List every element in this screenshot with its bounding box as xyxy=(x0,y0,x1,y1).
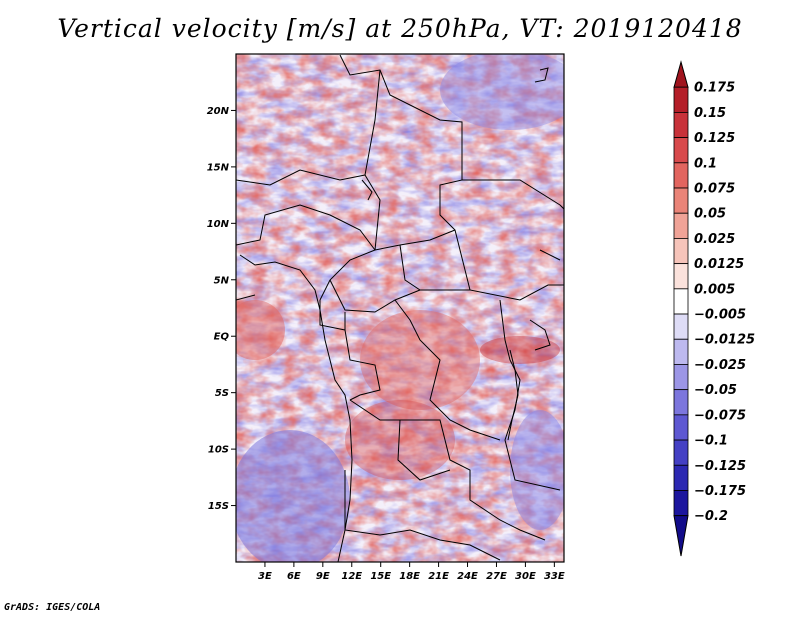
colorbar-swatch xyxy=(673,86,689,113)
latitude-axis: 20N 15N 10N 5N EQ 5S 10S 15S xyxy=(207,106,236,512)
lat-tick-label: 5S xyxy=(215,388,229,399)
colorbar-swatch xyxy=(673,364,689,391)
lat-tick-label: 20N xyxy=(207,106,230,117)
lon-tick-label: 27E xyxy=(486,571,507,582)
colorbar-label: −0.125 xyxy=(694,459,746,474)
colorbar-label: −0.025 xyxy=(694,358,746,373)
colorbar-swatch xyxy=(673,238,689,265)
lon-tick-label: 3E xyxy=(258,571,272,582)
lat-tick-label: 15S xyxy=(208,501,229,512)
colorbar-swatch xyxy=(673,187,689,214)
colorbar-swatch xyxy=(673,212,689,239)
colorbar-swatch xyxy=(673,439,689,466)
colorbar-label: −0.1 xyxy=(694,434,728,449)
colorbar-top-arrow xyxy=(673,60,689,88)
colorbar-swatch xyxy=(673,389,689,416)
colorbar-label: 0.15 xyxy=(694,106,726,121)
lon-tick-label: 24E xyxy=(457,571,478,582)
colorbar-swatch xyxy=(673,464,689,491)
colorbar-bottom-arrow xyxy=(673,515,689,557)
colorbar-label: −0.175 xyxy=(694,484,746,499)
lon-tick-label: 30E xyxy=(515,571,536,582)
lon-tick-label: 21E xyxy=(428,571,449,582)
colorbar-label: −0.05 xyxy=(694,383,737,398)
colorbar-swatch xyxy=(673,338,689,365)
colorbar-label: 0.075 xyxy=(694,182,735,197)
lon-tick-label: 18E xyxy=(399,571,420,582)
lat-tick-label: 15N xyxy=(207,162,230,173)
lat-tick-label: 5N xyxy=(214,275,230,286)
longitude-axis: 3E 6E 9E 12E 15E 18E 21E 24E 27E 30E 33E xyxy=(258,562,565,582)
colorbar-label: 0.005 xyxy=(694,282,735,297)
colorbar-swatch xyxy=(673,313,689,340)
colorbar: 0.175 0.15 0.125 0.1 0.075 0.05 0.025 0.0125 0.0… xyxy=(673,60,755,557)
colorbar-swatch xyxy=(673,490,689,517)
lat-tick-label: 10N xyxy=(207,219,230,230)
colorbar-label: 0.1 xyxy=(694,156,717,171)
lon-tick-label: 9E xyxy=(316,571,330,582)
colorbar-label: 0.0125 xyxy=(694,257,744,272)
colorbar-swatch xyxy=(673,112,689,139)
lon-tick-label: 6E xyxy=(287,571,301,582)
lat-tick-label: 10S xyxy=(208,445,229,456)
colorbar-label: 0.125 xyxy=(694,131,735,146)
colorbar-label: −0.075 xyxy=(694,408,746,423)
colorbar-swatch xyxy=(673,414,689,441)
lat-tick-label: EQ xyxy=(214,332,230,343)
colorbar-label: 0.175 xyxy=(694,81,735,96)
colorbar-swatch xyxy=(673,137,689,164)
colorbar-label: −0.2 xyxy=(694,509,728,524)
colorbar-label: −0.005 xyxy=(694,308,746,323)
colorbar-label: −0.0125 xyxy=(694,333,755,348)
lon-tick-label: 12E xyxy=(341,571,362,582)
grads-credit: GrADS: IGES/COLA xyxy=(4,602,101,613)
map-title: Vertical velocity [m/s] at 250hPa, VT: 2… xyxy=(57,14,743,43)
colorbar-label: 0.05 xyxy=(694,207,726,222)
coastline xyxy=(239,67,551,562)
colorbar-swatch xyxy=(673,162,689,189)
lon-tick-label: 33E xyxy=(544,571,565,582)
country-borders xyxy=(236,54,564,561)
colorbar-label: 0.025 xyxy=(694,232,735,247)
colorbar-swatch xyxy=(673,263,689,290)
lon-tick-label: 15E xyxy=(370,571,391,582)
map-frame xyxy=(235,53,565,563)
velocity-field xyxy=(236,54,564,562)
colorbar-swatch xyxy=(673,288,689,315)
